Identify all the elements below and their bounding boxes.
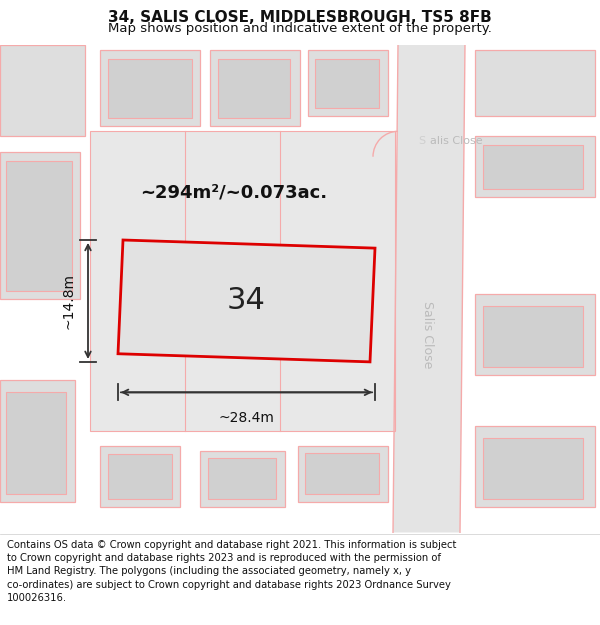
Bar [0,152,80,299]
Text: Contains OS data © Crown copyright and database right 2021. This information is : Contains OS data © Crown copyright and d… [7,540,457,602]
Bar [475,50,595,116]
Bar [483,438,583,499]
Text: ~28.4m: ~28.4m [218,411,274,424]
Bar [475,136,595,198]
Bar [305,453,379,494]
Bar [475,426,595,507]
Bar [200,451,285,507]
Bar [483,306,583,367]
Text: Salis Close: Salis Close [421,301,434,368]
Text: S: S [418,136,425,146]
Text: 34, SALIS CLOSE, MIDDLESBROUGH, TS5 8FB: 34, SALIS CLOSE, MIDDLESBROUGH, TS5 8FB [108,10,492,25]
Text: Map shows position and indicative extent of the property.: Map shows position and indicative extent… [108,22,492,35]
Text: alis Close: alis Close [430,136,482,146]
Bar [108,454,172,499]
Bar [208,458,276,499]
Text: ~294m²/~0.073ac.: ~294m²/~0.073ac. [140,183,327,201]
Bar [6,161,72,291]
Bar [90,131,395,431]
Bar [210,50,300,126]
Bar [308,50,388,116]
Text: 34: 34 [227,286,266,316]
Bar [475,294,595,375]
Bar [315,59,379,108]
Bar [100,446,180,507]
Bar [6,392,66,494]
Bar [0,380,75,502]
Bar [298,446,388,502]
Text: ~14.8m: ~14.8m [62,273,76,329]
Bar [100,50,200,126]
Bar [218,59,290,118]
Polygon shape [118,240,375,362]
Bar [0,45,85,136]
Bar [483,144,583,189]
Bar [108,59,192,118]
Polygon shape [393,45,465,532]
